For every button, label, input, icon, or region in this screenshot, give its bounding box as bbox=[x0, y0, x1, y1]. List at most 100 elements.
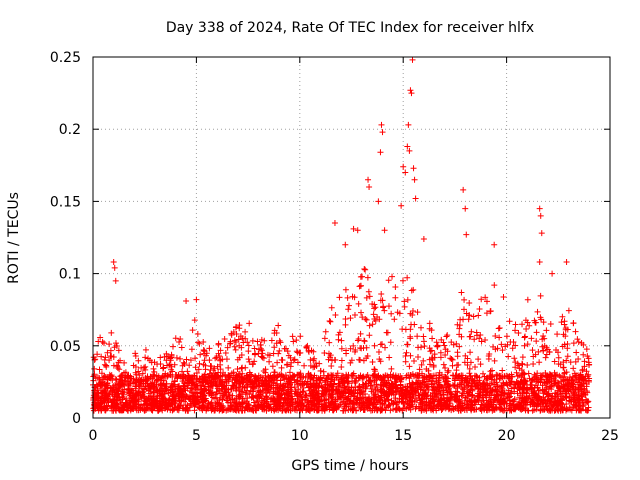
data-point bbox=[307, 362, 314, 369]
data-point bbox=[222, 349, 229, 356]
data-point bbox=[453, 367, 460, 374]
data-point bbox=[203, 407, 210, 414]
data-point bbox=[569, 373, 576, 380]
data-point bbox=[551, 380, 558, 387]
data-point bbox=[365, 374, 372, 381]
data-point bbox=[271, 344, 278, 351]
data-point bbox=[505, 353, 512, 360]
data-point bbox=[226, 393, 233, 400]
data-point bbox=[442, 401, 449, 408]
data-point bbox=[303, 343, 310, 350]
data-point bbox=[374, 388, 381, 395]
data-point bbox=[347, 315, 354, 322]
data-point bbox=[153, 372, 160, 379]
data-point bbox=[541, 387, 548, 394]
data-point bbox=[429, 383, 436, 390]
data-point bbox=[566, 397, 573, 404]
data-point bbox=[449, 362, 456, 369]
data-point bbox=[441, 382, 448, 389]
data-point bbox=[390, 406, 397, 413]
data-point bbox=[397, 375, 404, 382]
data-point bbox=[194, 382, 201, 389]
data-point-outlier bbox=[536, 205, 543, 212]
data-point bbox=[483, 298, 490, 305]
data-point bbox=[163, 357, 170, 364]
y-tick-label: 0.1 bbox=[59, 267, 81, 283]
data-point bbox=[272, 405, 279, 412]
data-point bbox=[200, 396, 207, 403]
data-point bbox=[523, 394, 530, 401]
data-point bbox=[516, 372, 523, 379]
data-point bbox=[116, 407, 123, 414]
data-point bbox=[291, 356, 298, 363]
data-point bbox=[179, 368, 186, 375]
data-point bbox=[453, 393, 460, 400]
data-point bbox=[114, 403, 121, 410]
data-point bbox=[332, 386, 339, 393]
data-point bbox=[402, 326, 409, 333]
data-point bbox=[119, 396, 126, 403]
y-axis-label: ROTI / TECUs bbox=[6, 192, 22, 284]
data-point bbox=[202, 366, 209, 373]
data-point bbox=[95, 338, 102, 345]
data-point bbox=[169, 407, 176, 414]
data-point bbox=[579, 403, 586, 410]
data-point bbox=[430, 363, 437, 370]
data-point bbox=[456, 325, 463, 332]
data-point bbox=[350, 342, 357, 349]
data-point bbox=[431, 398, 438, 405]
data-point bbox=[362, 266, 369, 273]
data-point bbox=[533, 394, 540, 401]
data-point bbox=[261, 404, 268, 411]
data-point bbox=[381, 344, 388, 351]
data-point bbox=[357, 406, 364, 413]
data-point-outlier bbox=[379, 129, 386, 136]
data-point-outlier bbox=[193, 296, 200, 303]
data-point bbox=[528, 388, 535, 395]
data-point bbox=[354, 337, 361, 344]
data-point bbox=[472, 364, 479, 371]
data-point bbox=[208, 399, 215, 406]
data-point bbox=[175, 386, 182, 393]
data-point bbox=[580, 341, 587, 348]
data-point bbox=[521, 371, 528, 378]
data-point-outlier bbox=[354, 227, 361, 234]
plot-frame bbox=[92, 56, 611, 419]
data-point bbox=[141, 393, 148, 400]
data-point bbox=[338, 357, 345, 364]
data-point bbox=[329, 398, 336, 405]
data-point bbox=[458, 407, 465, 414]
data-point bbox=[238, 407, 245, 414]
data-point bbox=[506, 318, 513, 325]
data-point bbox=[364, 405, 371, 412]
data-point bbox=[355, 300, 362, 307]
data-point bbox=[511, 385, 518, 392]
data-point-outlier bbox=[366, 183, 373, 190]
data-point bbox=[189, 327, 196, 334]
data-point bbox=[93, 390, 100, 397]
data-point-outlier bbox=[408, 90, 415, 97]
data-point bbox=[535, 348, 542, 355]
data-point bbox=[498, 382, 505, 389]
data-point bbox=[562, 325, 569, 332]
data-point bbox=[509, 398, 516, 405]
data-point bbox=[298, 405, 305, 412]
data-point bbox=[186, 395, 193, 402]
x-tick-label: 20 bbox=[498, 428, 516, 444]
data-point bbox=[294, 378, 301, 385]
data-point bbox=[455, 361, 462, 368]
data-point bbox=[386, 354, 393, 361]
data-point bbox=[332, 312, 339, 319]
data-point bbox=[399, 277, 406, 284]
data-point bbox=[428, 347, 435, 354]
data-point bbox=[216, 407, 223, 414]
data-point bbox=[249, 381, 256, 388]
data-point bbox=[98, 400, 105, 407]
data-point bbox=[434, 384, 441, 391]
data-point bbox=[449, 403, 456, 410]
data-point bbox=[366, 322, 373, 329]
data-point bbox=[335, 380, 342, 387]
data-point bbox=[545, 393, 552, 400]
data-point bbox=[381, 307, 388, 314]
